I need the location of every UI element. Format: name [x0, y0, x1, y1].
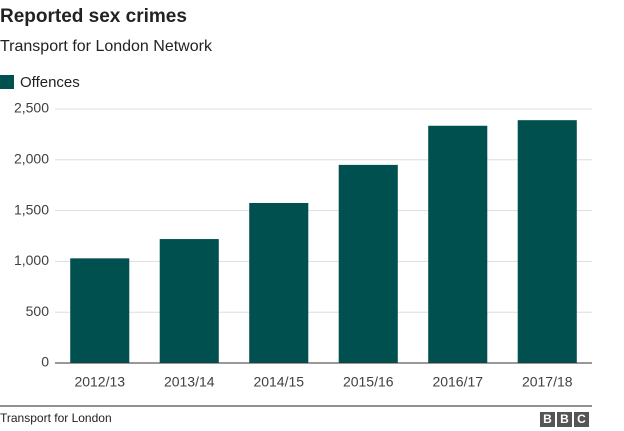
legend-swatch — [0, 75, 14, 89]
y-tick-label: 2,500 — [14, 100, 49, 116]
x-tick-label: 2014/15 — [253, 374, 304, 390]
y-tick-label: 1,500 — [14, 201, 49, 217]
source: Transport for London — [0, 411, 112, 425]
logo-box — [557, 412, 572, 427]
y-tick-label: 500 — [26, 303, 50, 319]
bar — [159, 239, 219, 363]
chart-title: Reported sex crimes — [0, 6, 187, 27]
bar — [70, 258, 130, 363]
chart-subtitle: Transport for London Network — [0, 38, 213, 55]
bar — [338, 164, 398, 363]
logo-letter: B — [543, 412, 552, 426]
y-tick-label: 0 — [41, 354, 49, 370]
x-tick-label: 2015/16 — [343, 374, 394, 390]
y-tick-label: 1,000 — [14, 252, 49, 268]
bar — [249, 202, 309, 363]
logo-box — [540, 412, 555, 427]
x-tick-label: 2017/18 — [522, 374, 573, 390]
legend-label: Offences — [20, 74, 80, 91]
logo-letter: C — [577, 412, 586, 426]
bar — [517, 120, 577, 364]
logo-box — [574, 412, 589, 427]
x-tick-label: 2012/13 — [74, 374, 125, 390]
logo-letter: B — [560, 412, 569, 426]
x-tick-label: 2016/17 — [432, 374, 483, 390]
bar — [428, 125, 488, 363]
x-tick-label: 2013/14 — [164, 374, 215, 390]
y-tick-label: 2,000 — [14, 151, 49, 167]
